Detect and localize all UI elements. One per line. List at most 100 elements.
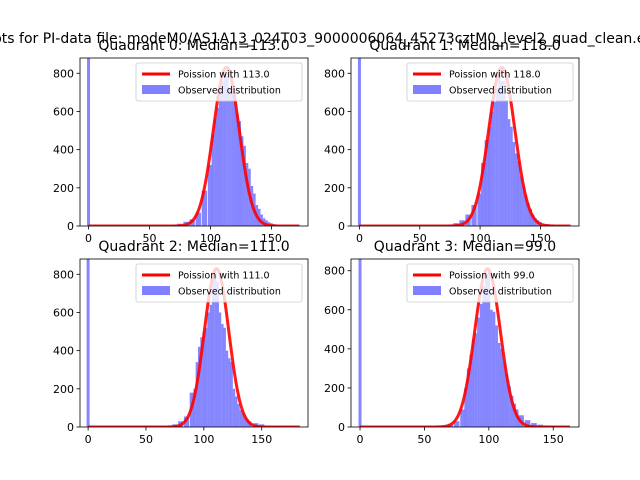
x-tick-label: 0 <box>357 433 364 446</box>
histogram-bar <box>490 309 493 427</box>
histogram-bar <box>236 113 239 226</box>
histogram-bar <box>474 333 478 427</box>
histogram-bar <box>507 119 511 226</box>
histogram-bar <box>241 413 245 427</box>
subplot-title: Quadrant 2: Median=111.0 <box>98 239 289 255</box>
histogram-bar <box>207 164 214 226</box>
histogram-bar <box>531 214 535 226</box>
histogram-bar <box>202 331 206 427</box>
x-tick-label: 50 <box>142 232 156 245</box>
histogram-bar <box>502 362 506 427</box>
histogram-bar <box>214 270 217 427</box>
legend-entry-observed: Observed distribution <box>449 86 552 97</box>
histogram-bar <box>86 259 90 427</box>
histogram-bar <box>209 304 212 427</box>
legend-entry-poisson: Poission with 99.0 <box>449 271 535 282</box>
y-tick-label: 400 <box>324 144 345 157</box>
subplots: Quadrant 0: Median=113.0 0 50 100 150 0 200 400… <box>53 38 580 446</box>
poisson-curve <box>88 65 300 226</box>
histogram-bar <box>223 327 226 427</box>
y-tick-label: 800 <box>53 268 74 281</box>
y-tick-label: 600 <box>53 105 74 118</box>
y-tick-label: 800 <box>53 67 74 80</box>
histogram-bar <box>524 195 528 226</box>
histogram-bar <box>497 343 501 427</box>
histogram-bar <box>527 203 530 226</box>
legend-entry-observed: Observed distribution <box>178 287 281 298</box>
axes-frame <box>350 57 580 227</box>
y-tick-label: 0 <box>338 220 345 233</box>
y-tick-label: 200 <box>53 383 74 396</box>
y-tick-label: 400 <box>324 343 345 356</box>
histogram-bar <box>460 409 466 427</box>
histogram-bar <box>515 153 518 226</box>
subplot-title: Quadrant 3: Median=99.0 <box>374 239 556 255</box>
y-tick-label: 200 <box>324 182 345 195</box>
histogram-bar <box>240 136 244 226</box>
histogram-bar <box>510 395 514 427</box>
histogram-bar <box>200 337 203 427</box>
x-tick-label: 100 <box>478 433 499 446</box>
histogram-bar <box>221 80 224 226</box>
subplot-2: Quadrant 2: Median=111.0 0 50 100 150 0 200 400… <box>53 239 309 446</box>
histogram-bar <box>488 126 491 226</box>
histogram-bar <box>218 312 222 427</box>
histogram-bar <box>216 281 219 427</box>
histogram-bar <box>231 92 234 226</box>
y-tick-label: 200 <box>53 182 74 195</box>
histogram-bar <box>233 92 237 226</box>
histogram-bar <box>237 404 240 427</box>
x-tick-label: 0 <box>85 433 92 446</box>
legend: Poission with 118.0 Observed distribution <box>406 62 574 102</box>
histogram-bar <box>239 409 243 427</box>
histogram-bar <box>228 358 231 427</box>
legend-bar-swatch <box>142 286 170 295</box>
histogram-bar <box>211 134 215 226</box>
histogram-bar <box>490 111 494 226</box>
histogram-bar <box>510 126 513 226</box>
histogram-bar <box>482 286 486 427</box>
legend-entry-observed: Observed distribution <box>449 287 552 298</box>
y-tick-label: 0 <box>67 220 74 233</box>
plot-area <box>357 58 571 226</box>
legend: Poission with 99.0 Observed distribution <box>406 263 574 303</box>
x-tick-label: 150 <box>530 232 551 245</box>
histogram-bar <box>469 354 473 427</box>
y-tick-label: 600 <box>324 304 345 317</box>
histogram-bar <box>484 274 488 427</box>
histogram-bar <box>204 327 208 427</box>
histogram-bar <box>201 190 208 226</box>
histogram-bar <box>500 80 504 226</box>
histogram-bar <box>513 403 516 427</box>
histogram-bar <box>453 421 460 427</box>
histogram-bar <box>238 121 242 226</box>
histogram-bar <box>358 259 362 427</box>
subplot-0: Quadrant 0: Median=113.0 0 50 100 150 0 200 400… <box>53 38 309 245</box>
legend: Poission with 111.0 Observed distribution <box>135 263 303 303</box>
x-tick-label: 0 <box>356 232 363 245</box>
histogram-bar <box>522 185 525 226</box>
histogram-bar <box>464 387 467 427</box>
histogram-bar <box>265 220 268 226</box>
histogram-bar <box>477 193 483 226</box>
histogram-bar <box>195 362 199 427</box>
x-tick-label: 150 <box>543 433 564 446</box>
figure-suptitle: Plots for PI-data file: modeM0/AS1A13_02… <box>0 31 640 47</box>
histogram-bar <box>211 274 215 427</box>
axes-frame <box>79 57 309 227</box>
histogram-bar <box>207 312 210 427</box>
histogram-bar <box>193 388 196 427</box>
axes-frame <box>79 258 309 428</box>
histogram-bar <box>195 212 201 226</box>
histogram-bar <box>472 339 475 427</box>
legend-entry-poisson: Poission with 113.0 <box>178 70 270 81</box>
histogram-bar <box>471 205 477 226</box>
histogram-bar <box>223 73 227 226</box>
legend-bar-swatch <box>413 85 441 94</box>
poisson-curve <box>359 65 571 226</box>
histogram-bar <box>505 374 509 427</box>
legend-box <box>135 263 303 303</box>
histogram-bar <box>517 161 520 226</box>
y-tick-label: 0 <box>67 421 74 434</box>
